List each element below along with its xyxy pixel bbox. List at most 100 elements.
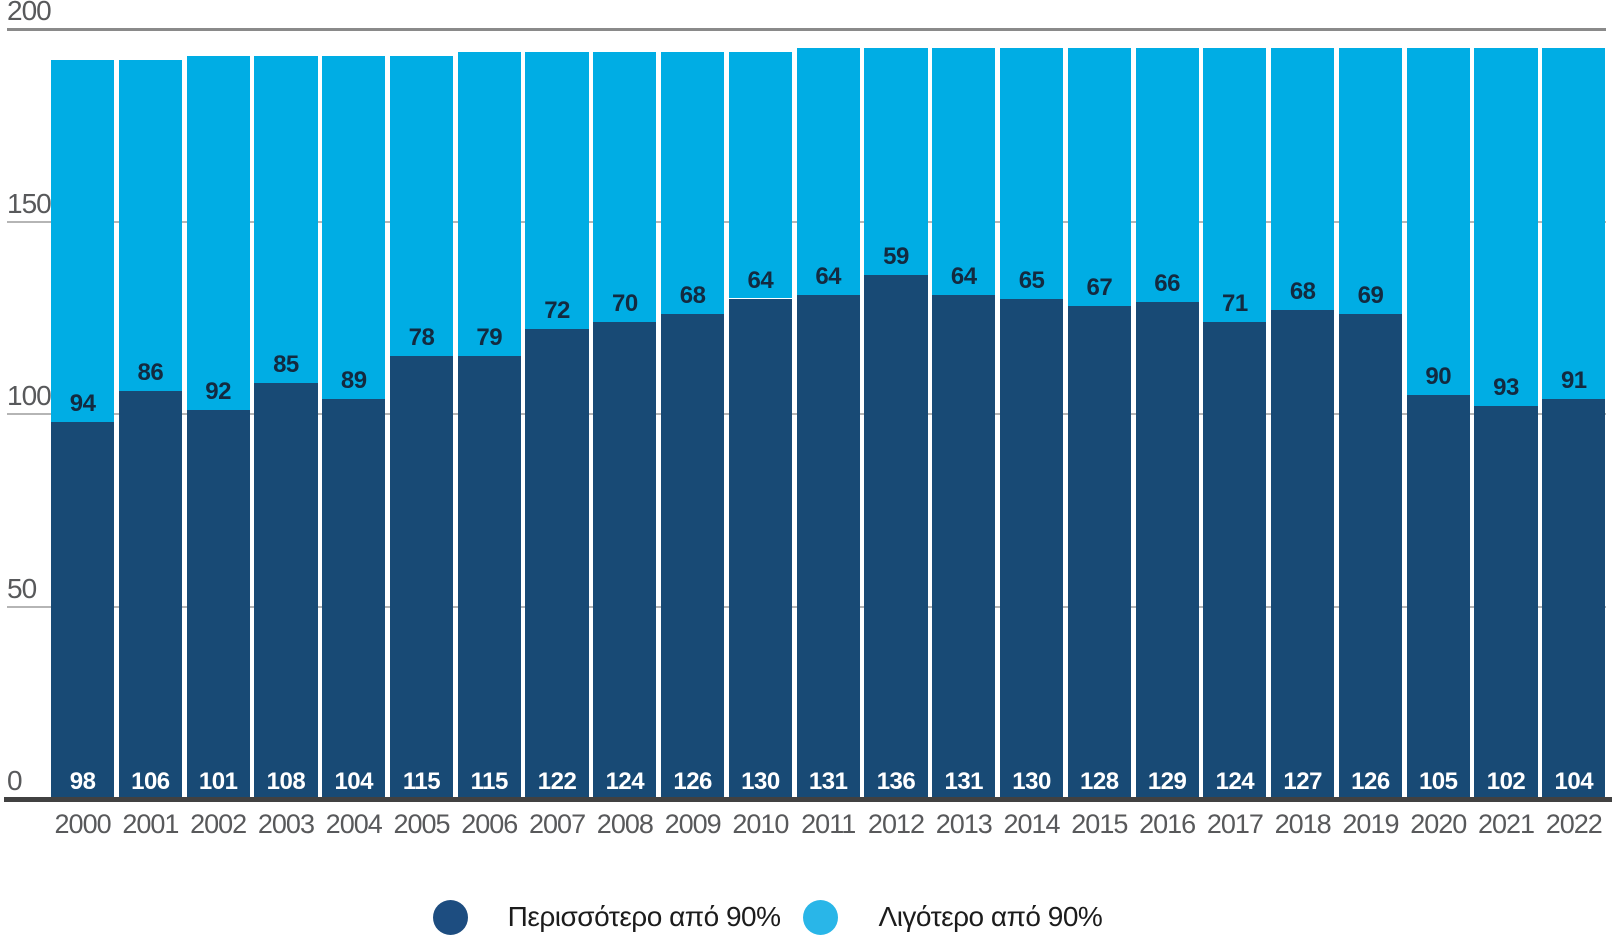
bar-segment-light — [1067, 48, 1131, 307]
bar-segment-light — [1135, 48, 1199, 303]
value-label-bottom: 124 — [605, 768, 645, 795]
bar-segment-dark — [525, 329, 589, 801]
x-axis-tick-label: 2014 — [1003, 809, 1061, 839]
legend-label-less-than-90: Λιγότερο από 90% — [878, 901, 1103, 932]
bar-segment-dark — [1067, 306, 1131, 801]
y-axis-tick-label: 150 — [7, 187, 52, 219]
value-label-top: 64 — [950, 262, 977, 290]
value-label-top: 59 — [883, 243, 909, 271]
bar-segment-dark — [864, 275, 928, 801]
value-label-top: 67 — [1086, 274, 1113, 302]
bar-segment-dark — [1542, 398, 1606, 801]
bar-segment-dark — [593, 321, 657, 801]
x-axis-tick-label: 2004 — [325, 809, 383, 839]
value-label-top: 72 — [544, 297, 570, 325]
bar-segment-light — [999, 48, 1064, 299]
value-label-bottom: 127 — [1283, 768, 1322, 795]
value-label-bottom: 131 — [808, 768, 848, 795]
bar-segment-light — [1474, 48, 1538, 407]
x-axis-tick-label: 2002 — [190, 809, 247, 839]
x-axis-tick-label: 2012 — [867, 809, 925, 839]
x-axis-tick-label: 2007 — [529, 809, 586, 839]
bar-segment-light — [661, 52, 725, 314]
value-label-top: 68 — [1289, 278, 1316, 306]
value-label-bottom: 101 — [198, 768, 238, 795]
bar-segment-dark — [389, 356, 454, 801]
value-label-top: 85 — [273, 351, 299, 379]
x-axis-tick-label: 2009 — [664, 809, 722, 839]
bar-segment-dark — [1338, 313, 1403, 801]
value-label-bottom: 104 — [334, 768, 373, 795]
value-label-top: 68 — [679, 281, 706, 309]
value-label-bottom: 129 — [1147, 768, 1187, 795]
x-axis-tick-label: 2011 — [801, 809, 856, 839]
value-label-bottom: 115 — [470, 768, 509, 795]
value-label-bottom: 105 — [1418, 768, 1458, 795]
bar-segment-light — [728, 52, 792, 299]
bar-segment-dark — [322, 398, 386, 801]
value-label-top: 71 — [1222, 289, 1248, 317]
value-label-top: 79 — [476, 324, 503, 352]
bar-segment-light — [457, 52, 521, 357]
bar-segment-light — [322, 55, 386, 399]
bar-segment-dark — [118, 390, 182, 801]
bar-segment-dark — [932, 294, 996, 801]
bar-segment-dark — [457, 356, 521, 801]
bar-segment-light — [1406, 48, 1470, 395]
x-axis-tick-label: 2022 — [1545, 809, 1603, 839]
x-axis-tick-label: 2008 — [596, 809, 654, 839]
value-label-bottom: 98 — [69, 768, 96, 795]
legend-item-less-than-90: Λιγότερο από 90% — [803, 899, 1103, 935]
bar-segment-dark — [661, 313, 725, 801]
value-label-top: 65 — [1018, 266, 1045, 294]
value-label-top: 90 — [1425, 362, 1452, 390]
top-gridline — [7, 28, 1606, 31]
bar-segment-dark — [728, 298, 792, 801]
value-label-top: 89 — [340, 366, 367, 394]
value-label-bottom: 108 — [266, 768, 306, 795]
value-label-top: 64 — [747, 266, 774, 294]
bar-segment-light — [932, 48, 996, 295]
value-label-bottom: 136 — [876, 768, 916, 795]
bar-segment-light — [186, 55, 250, 411]
bar-segment-light — [593, 52, 657, 322]
bar-segment-dark — [1135, 302, 1199, 801]
value-label-bottom: 131 — [944, 768, 984, 795]
x-axis-tick-label: 2000 — [54, 809, 112, 839]
y-axis-tick-label: 100 — [7, 380, 52, 411]
value-label-top: 92 — [205, 378, 231, 406]
bar-segment-light — [1271, 48, 1335, 311]
legend-label-more-than-90: Περισσότερο από 90% — [507, 901, 781, 932]
x-axis-tick-label: 2020 — [1410, 809, 1467, 839]
bar-segment-dark — [254, 383, 318, 801]
bar-segment-light — [1542, 48, 1606, 399]
value-label-bottom: 106 — [131, 768, 170, 795]
x-axis-tick-label: 2018 — [1274, 809, 1332, 839]
x-axis-tick-label: 2005 — [393, 809, 450, 839]
value-label-top: 64 — [815, 262, 842, 290]
bar-segment-light — [118, 59, 182, 391]
bar-segment-dark — [999, 298, 1064, 801]
value-label-top: 70 — [611, 289, 638, 317]
bar-segment-light — [1203, 48, 1267, 322]
bar-segment-dark — [1474, 406, 1538, 801]
x-axis-tick-label: 2013 — [935, 809, 993, 839]
x-axis-tick-label: 2017 — [1206, 809, 1264, 839]
bar-segment-dark — [186, 410, 250, 801]
bar-segment-dark — [1406, 394, 1470, 801]
value-label-top: 86 — [137, 358, 164, 386]
legend-swatch-dark-icon — [432, 899, 468, 935]
x-axis-line — [4, 797, 1612, 802]
y-axis-tick-label: 50 — [7, 572, 37, 604]
bar-segment-dark — [1203, 321, 1267, 801]
x-axis-tick-label: 2006 — [461, 809, 518, 839]
legend-swatch-light-icon — [803, 899, 839, 935]
x-axis-tick-label: 2019 — [1342, 809, 1399, 839]
bar-segment-dark — [51, 421, 115, 801]
chart-legend: Περισσότερο από 90% Λιγότερο από 90% — [0, 897, 1535, 937]
bar-segment-light — [254, 55, 318, 384]
value-label-bottom: 104 — [1554, 768, 1594, 795]
bar-segment-light — [864, 48, 928, 276]
bar-segment-dark — [796, 294, 860, 801]
